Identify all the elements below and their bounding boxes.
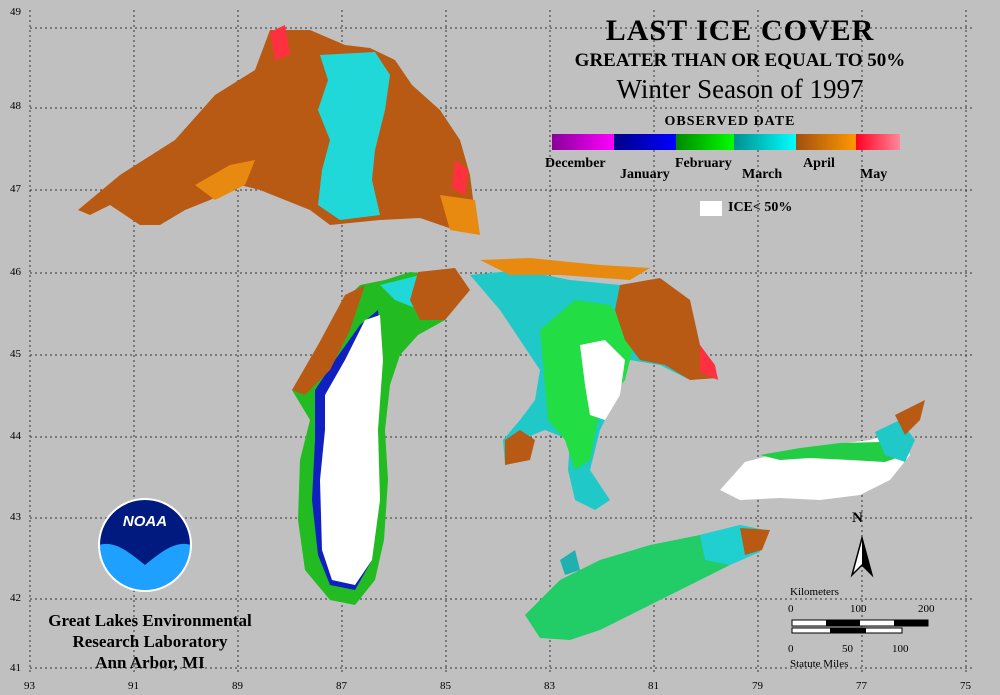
scale-mi-tick-100: 100 [892,643,909,655]
legend-label-may: May [860,167,888,182]
lon-label-75: 75 [960,680,971,692]
lon-label-87: 87 [336,680,347,692]
lake-michigan [292,268,470,605]
legend-label-january: January [620,167,670,182]
scale-mi-tick-0: 0 [788,643,794,655]
lon-label-93: 93 [24,680,35,692]
lat-label-48: 48 [10,100,21,112]
lat-label-46: 46 [10,266,21,278]
lat-label-43: 43 [10,511,21,523]
legend-label-december: December [545,156,606,171]
lake-huron [470,258,718,510]
legend-label-march: March [742,167,783,182]
lon-label-85: 85 [440,680,451,692]
scale-mi-label: Statute Miles [790,658,849,670]
legend-label-february: February [675,156,732,171]
season-label: Winter Season of 1997 [616,74,864,104]
lon-label-77: 77 [856,680,867,692]
north-arrow-icon [850,535,874,578]
legend-label-ice-less-50: ICE< 50% [728,200,793,215]
lon-label-83: 83 [544,680,555,692]
scale-mi-tick-50: 50 [842,643,853,655]
lake-superior [78,25,480,235]
lat-label-42: 42 [10,592,21,604]
north-label: N [852,510,863,526]
lon-label-89: 89 [232,680,243,692]
lat-label-41: 41 [10,662,21,674]
legend-swatch-april [796,134,856,150]
legend-label-april: April [803,156,835,171]
org-line-1: Great Lakes Environmental [48,611,252,630]
lat-label-49: 49 [10,6,21,18]
noaa-logo [98,498,192,592]
scale-km-tick-0: 0 [788,603,794,615]
scale-km-label: Kilometers [790,586,839,598]
lake-erie [525,525,770,640]
legend-swatch-ice-less-50 [700,201,722,216]
lat-label-44: 44 [10,430,21,442]
lake-ontario [720,400,925,500]
noaa-logo-text: NOAA [122,513,168,530]
lon-label-79: 79 [752,680,763,692]
lon-label-81: 81 [648,680,659,692]
legend-title: OBSERVED DATE [664,114,796,129]
scale-bar [791,619,929,634]
legend-swatch-february [676,134,734,150]
legend-swatch-january [614,134,676,150]
org-line-3: Ann Arbor, MI [95,653,205,672]
legend-swatch-december [552,134,614,150]
lat-label-47: 47 [10,183,21,195]
legend-swatch-march [734,134,796,150]
scale-km-tick-100: 100 [850,603,867,615]
legend-swatch-may [856,134,900,150]
lon-label-91: 91 [128,680,139,692]
map-subtitle: GREATER THAN OR EQUAL TO 50% [574,50,906,71]
org-line-2: Research Laboratory [72,632,228,651]
map-title: LAST ICE COVER [605,14,875,47]
legend-color-bar [552,134,900,150]
scale-km-tick-200: 200 [918,603,935,615]
lat-label-45: 45 [10,348,21,360]
